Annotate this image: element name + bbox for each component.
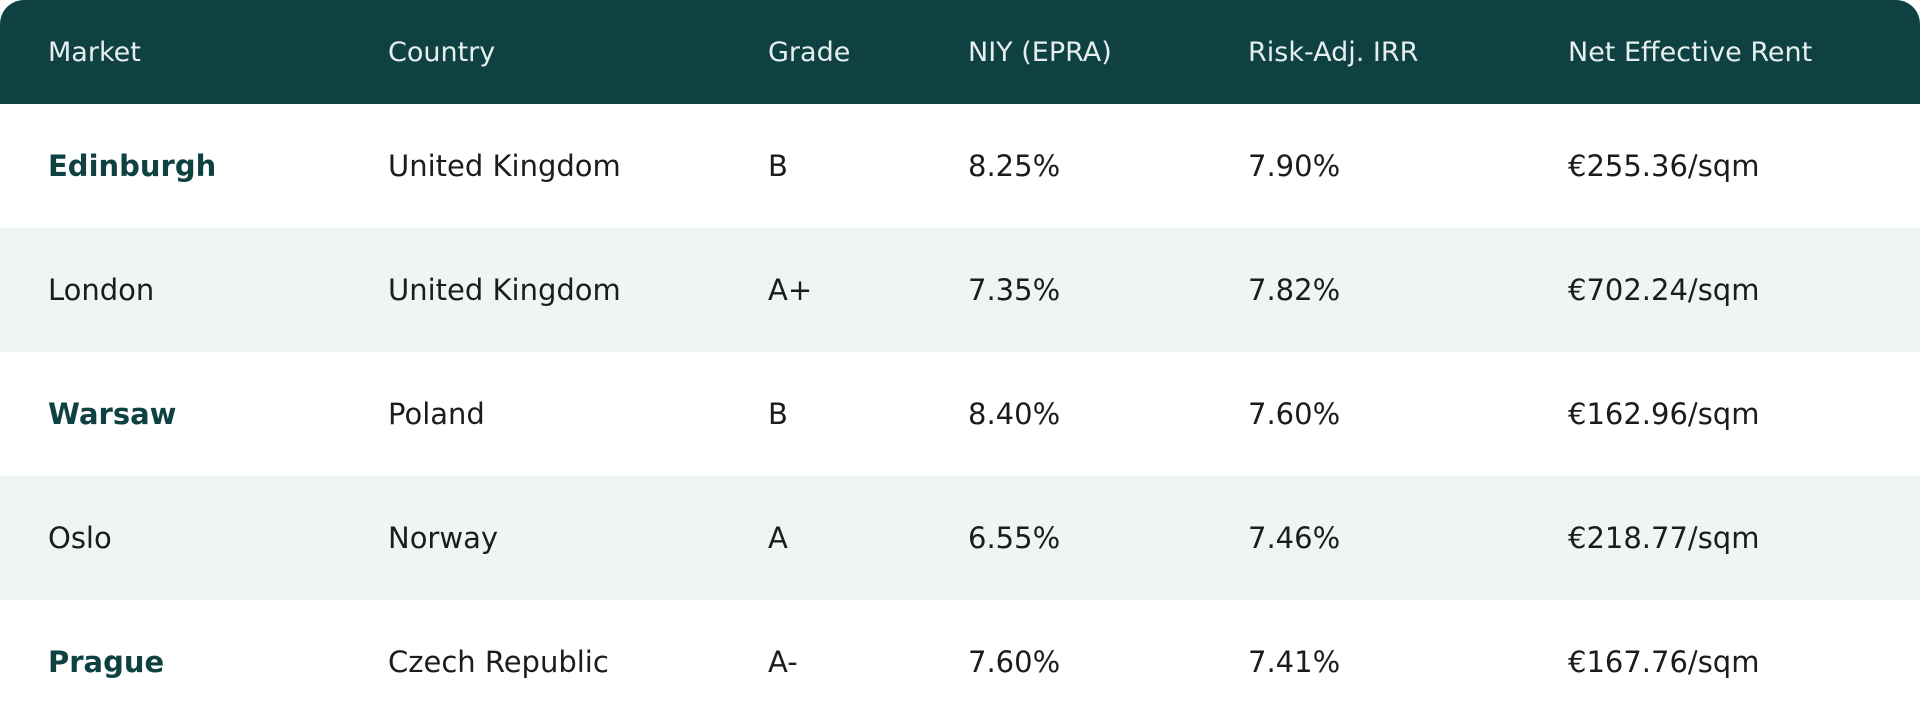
irr-cell: 7.82% <box>1248 273 1341 307</box>
rent-cell: €162.96/sqm <box>1568 397 1760 431</box>
column-header-rent[interactable]: Net Effective Rent <box>1568 36 1813 68</box>
column-header-country[interactable]: Country <box>388 36 496 68</box>
table-row[interactable]: London United Kingdom A+ 7.35% 7.82% €70… <box>0 228 1920 352</box>
table-row[interactable]: Edinburgh United Kingdom B 8.25% 7.90% €… <box>0 104 1920 228</box>
column-header-niy[interactable]: NIY (EPRA) <box>968 36 1112 68</box>
market-cell: Edinburgh <box>48 149 217 183</box>
country-cell: Poland <box>388 397 485 431</box>
country-cell: United Kingdom <box>388 273 621 307</box>
grade-cell: A+ <box>768 273 813 307</box>
grade-cell: A <box>768 521 788 555</box>
table-row[interactable]: Prague Czech Republic A- 7.60% 7.41% €16… <box>0 600 1920 724</box>
niy-cell: 6.55% <box>968 521 1061 555</box>
grade-cell: B <box>768 397 788 431</box>
rent-cell: €702.24/sqm <box>1568 273 1760 307</box>
column-header-grade[interactable]: Grade <box>768 36 851 68</box>
table-header: Market Country Grade NIY (EPRA) Risk-Adj… <box>0 0 1920 104</box>
irr-cell: 7.41% <box>1248 645 1341 679</box>
country-cell: Czech Republic <box>388 645 609 679</box>
column-header-market[interactable]: Market <box>48 36 141 68</box>
niy-cell: 8.25% <box>968 149 1061 183</box>
table-row[interactable]: Warsaw Poland B 8.40% 7.60% €162.96/sqm <box>0 352 1920 476</box>
market-cell: London <box>48 273 155 307</box>
niy-cell: 8.40% <box>968 397 1061 431</box>
rent-cell: €255.36/sqm <box>1568 149 1760 183</box>
grade-cell: B <box>768 149 788 183</box>
country-cell: United Kingdom <box>388 149 621 183</box>
country-cell: Norway <box>388 521 499 555</box>
rent-cell: €167.76/sqm <box>1568 645 1760 679</box>
rent-cell: €218.77/sqm <box>1568 521 1760 555</box>
market-cell: Warsaw <box>48 397 177 431</box>
table-row[interactable]: Oslo Norway A 6.55% 7.46% €218.77/sqm <box>0 476 1920 600</box>
grade-cell: A- <box>768 645 798 679</box>
irr-cell: 7.90% <box>1248 149 1341 183</box>
market-cell: Oslo <box>48 521 112 555</box>
niy-cell: 7.35% <box>968 273 1061 307</box>
market-cell: Prague <box>48 645 165 679</box>
niy-cell: 7.60% <box>968 645 1061 679</box>
column-header-irr[interactable]: Risk-Adj. IRR <box>1248 36 1419 68</box>
irr-cell: 7.60% <box>1248 397 1341 431</box>
irr-cell: 7.46% <box>1248 521 1341 555</box>
